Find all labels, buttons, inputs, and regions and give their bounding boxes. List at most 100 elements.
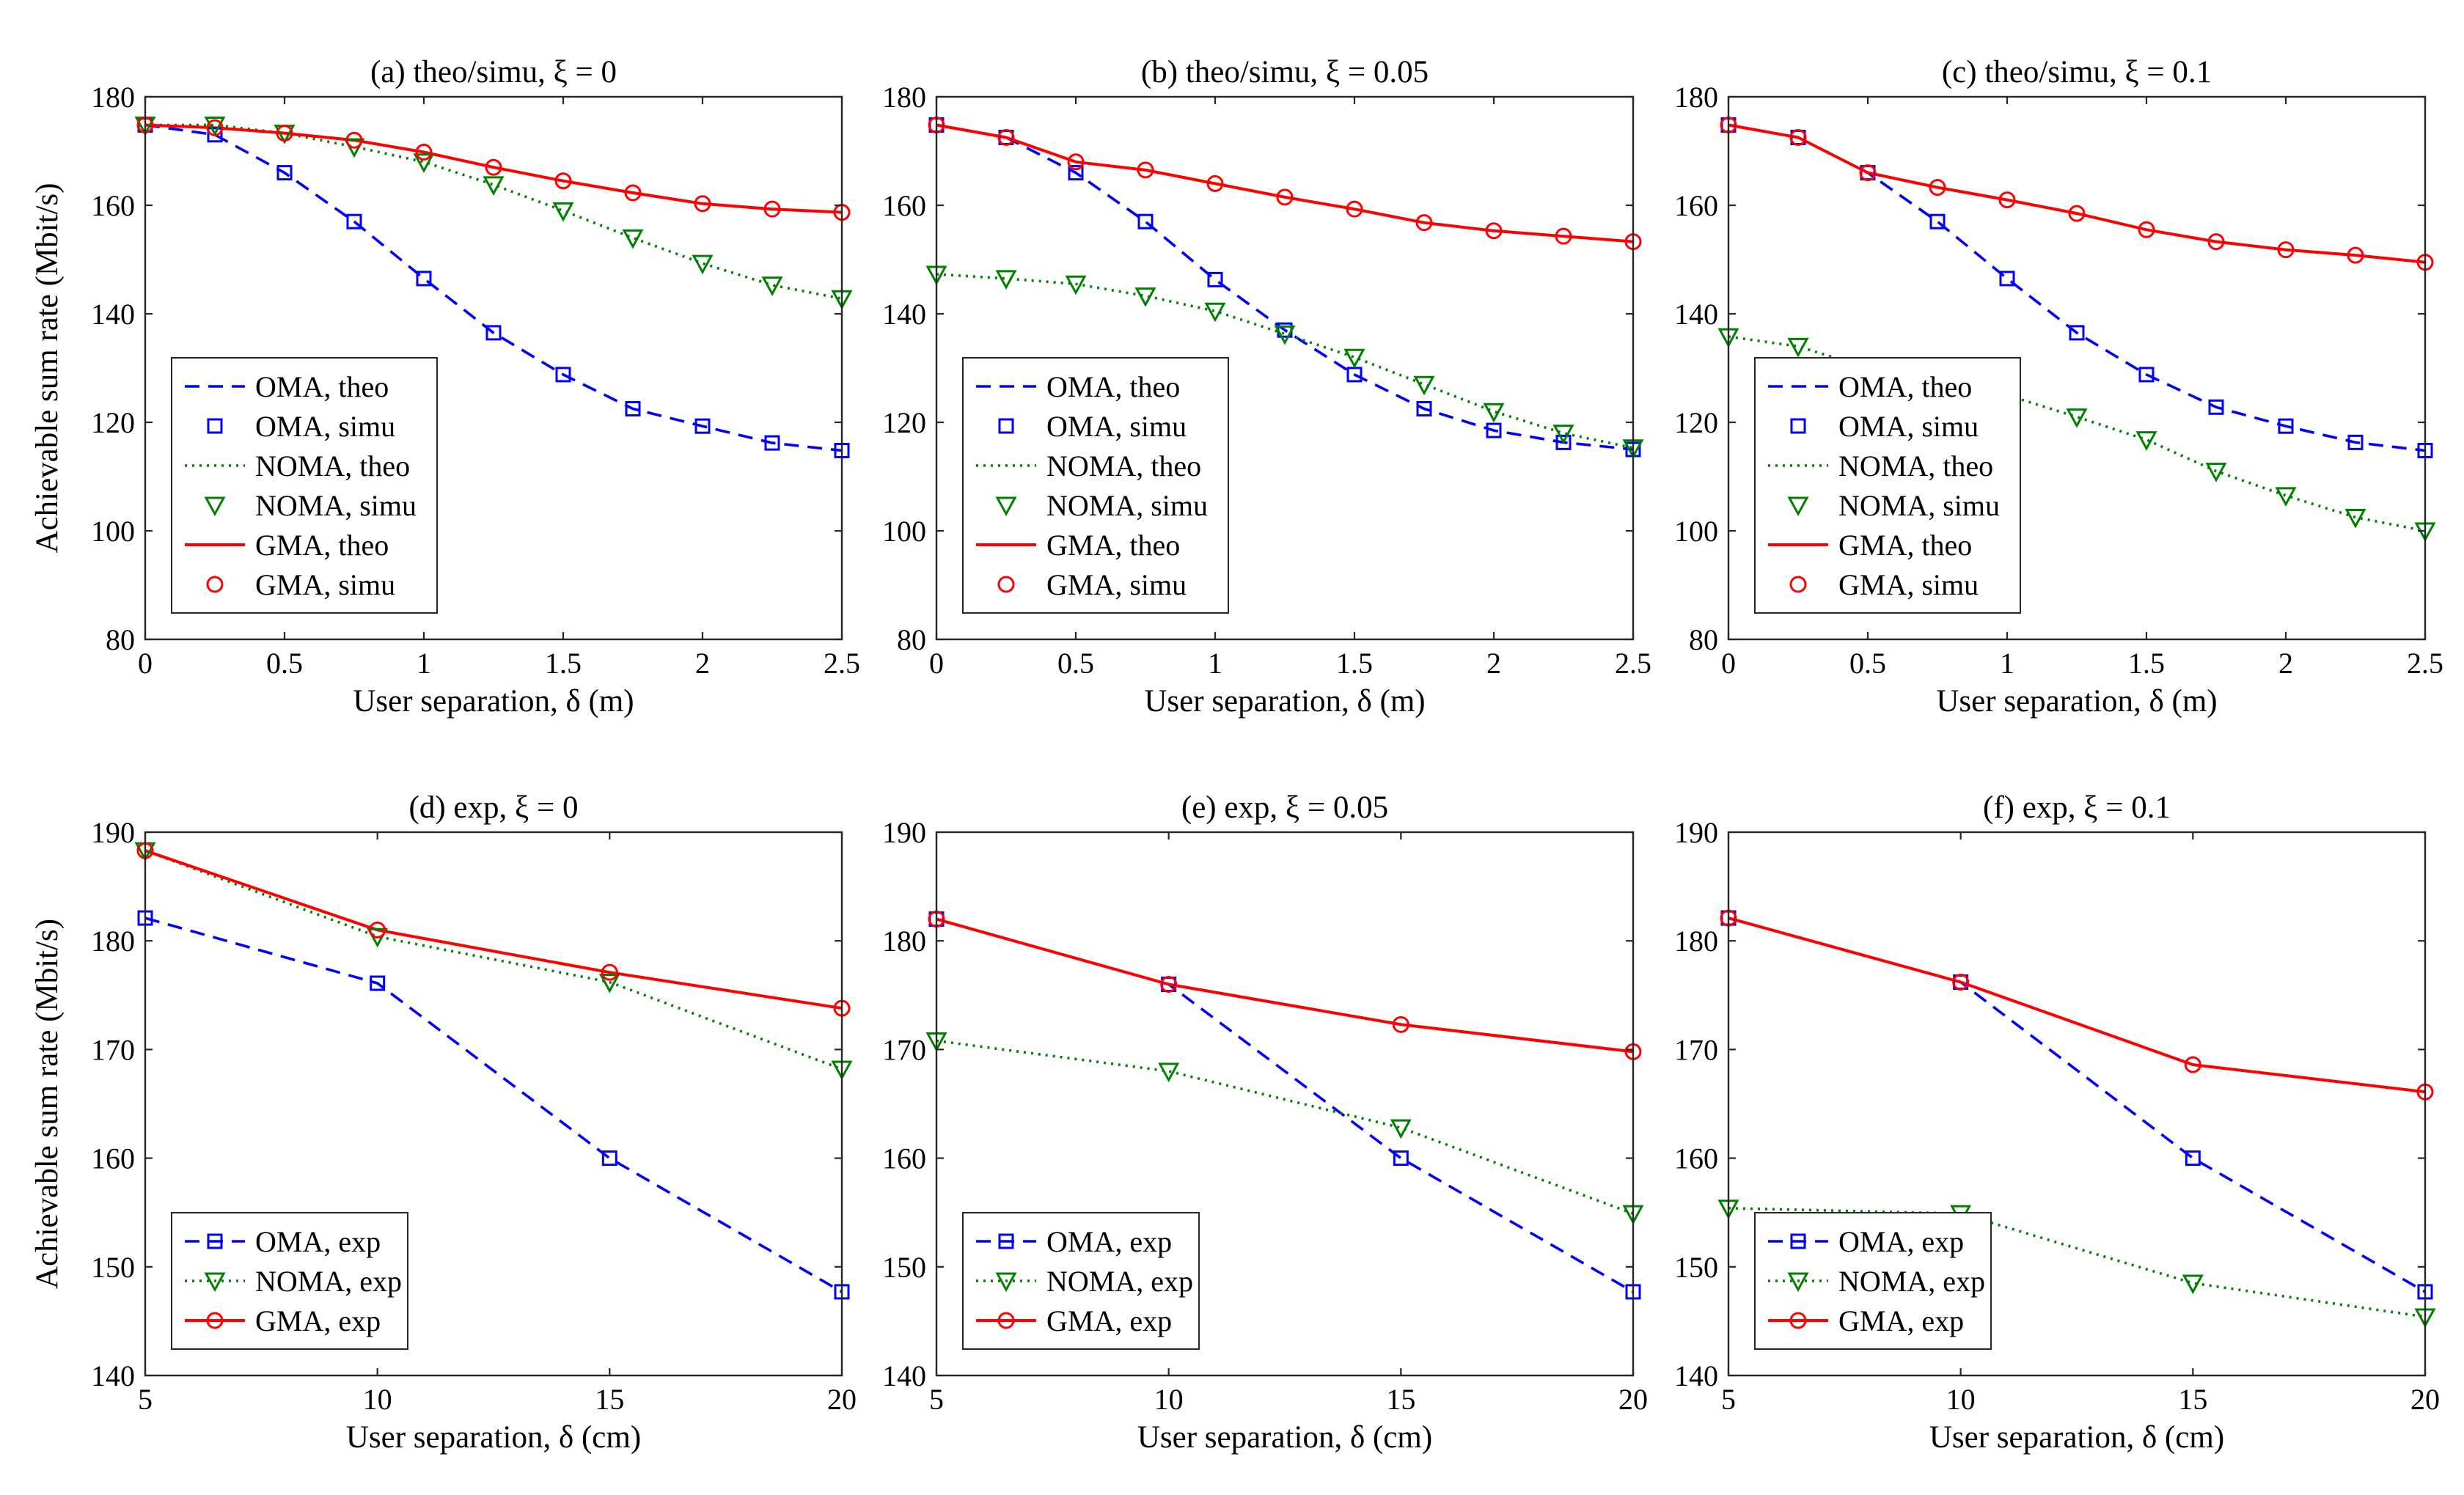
axes-frame bbox=[144, 831, 843, 1377]
data-point-noma bbox=[1158, 1062, 1180, 1083]
data-point-gma bbox=[2184, 1056, 2201, 1073]
y-tick-label: 180 bbox=[91, 925, 135, 958]
y-tick-label: 150 bbox=[91, 1251, 135, 1284]
x-tick-label: 20 bbox=[1618, 1383, 1648, 1416]
data-point-noma bbox=[343, 138, 365, 158]
panel-a: 0 0.5 1 1.5 2 2.5 80 100 120 140 160 180 (a) theo/si… bbox=[30, 55, 860, 719]
y-tick-label: 120 bbox=[1674, 406, 1718, 439]
x-tick-label: 5 bbox=[1721, 1383, 1736, 1416]
y-tick-label: 190 bbox=[882, 816, 926, 849]
data-point-gma bbox=[601, 963, 618, 981]
legend-entry-label: OMA, exp bbox=[255, 1225, 381, 1258]
data-point-oma bbox=[207, 127, 223, 143]
legend-entry-label: GMA, theo bbox=[1046, 529, 1180, 562]
legend: OMA, exp NOMA, exp GMA, exp bbox=[171, 1212, 408, 1350]
series-line-oma bbox=[144, 917, 843, 1293]
x-axis-label: User separation, δ (cm) bbox=[1137, 1420, 1432, 1455]
x-tick-label: 20 bbox=[827, 1383, 857, 1416]
panel-f: 5 10 15 20 140 150 160 170 180 190 (f) exp, ξ = 0.… bbox=[1674, 790, 2440, 1455]
legend-entry-label: OMA, exp bbox=[1838, 1225, 1964, 1258]
legend-entry-label: GMA, simu bbox=[1838, 568, 1979, 601]
legend-marker-gma bbox=[997, 576, 1015, 593]
y-tick-label: 140 bbox=[91, 298, 135, 331]
axes-frame bbox=[144, 95, 843, 641]
panel-b: 0 0.5 1 1.5 2 2.5 80 100 120 140 160 180 (b) theo/si… bbox=[882, 55, 1651, 719]
y-axis-label: Achievable sum rate (Mbit/s) bbox=[30, 919, 65, 1289]
y-tick-label: 180 bbox=[91, 81, 135, 114]
x-tick-label: 10 bbox=[363, 1383, 392, 1416]
data-point-noma bbox=[1787, 337, 1809, 358]
legend-marker-noma bbox=[204, 496, 226, 517]
legend-entry-label: OMA, exp bbox=[1046, 1225, 1172, 1258]
y-tick-label: 160 bbox=[1674, 189, 1718, 222]
legend: OMA, exp NOMA, exp GMA, exp bbox=[962, 1212, 1200, 1350]
data-point-gma bbox=[1859, 164, 1877, 182]
y-tick-label: 100 bbox=[91, 515, 135, 548]
axes-frame bbox=[935, 831, 1635, 1377]
data-point-noma bbox=[1552, 425, 1574, 444]
x-tick-label: 2.5 bbox=[2407, 647, 2443, 680]
data-point-gma bbox=[1160, 975, 1178, 993]
y-tick-label: 120 bbox=[882, 406, 926, 439]
data-point-oma bbox=[2138, 367, 2155, 383]
data-point-oma bbox=[370, 975, 386, 991]
data-point-gma bbox=[2138, 221, 2155, 238]
legend-marker-gma bbox=[1789, 1312, 1807, 1329]
data-point-noma bbox=[2205, 463, 2227, 482]
axes-frame bbox=[1727, 831, 2427, 1377]
x-axis-label: User separation, δ (m) bbox=[1936, 684, 2217, 719]
legend-entry-label: OMA, theo bbox=[255, 370, 389, 403]
x-tick-label: 0.5 bbox=[1057, 647, 1094, 680]
data-point-noma bbox=[692, 254, 714, 275]
data-point-gma bbox=[2207, 233, 2225, 251]
y-tick-label: 100 bbox=[1674, 515, 1718, 548]
legend-marker-noma bbox=[995, 496, 1017, 517]
y-tick-label: 140 bbox=[882, 1359, 926, 1392]
legend: OMA, theo OMA, simu NOMA, theo NOMA, simu GM… bbox=[171, 357, 438, 614]
y-tick-label: 170 bbox=[882, 1033, 926, 1066]
data-point-oma bbox=[625, 401, 641, 416]
y-tick-label: 100 bbox=[882, 515, 926, 548]
legend-box bbox=[171, 357, 438, 614]
data-point-gma bbox=[415, 143, 433, 161]
y-tick-label: 170 bbox=[91, 1033, 135, 1066]
y-tick-label: 80 bbox=[897, 623, 926, 656]
data-point-gma bbox=[1206, 175, 1224, 192]
legend-entry-label: NOMA, theo bbox=[255, 449, 410, 482]
data-point-noma bbox=[1483, 403, 1505, 423]
legend-marker-noma bbox=[204, 1272, 226, 1293]
chart-title: (f) exp, ξ = 0.1 bbox=[1983, 790, 2171, 825]
data-point-noma bbox=[2275, 487, 2297, 507]
legend-box bbox=[1754, 357, 2021, 614]
legend-entry-label: GMA, exp bbox=[255, 1304, 381, 1337]
y-tick-label: 140 bbox=[1674, 298, 1718, 331]
data-point-oma bbox=[2347, 434, 2364, 450]
data-point-oma bbox=[1393, 1150, 1409, 1167]
data-point-gma bbox=[2068, 205, 2086, 222]
data-point-noma bbox=[761, 276, 783, 296]
x-tick-label: 2.5 bbox=[824, 647, 860, 680]
y-tick-label: 180 bbox=[882, 81, 926, 114]
data-point-oma bbox=[276, 165, 293, 181]
series-line-oma bbox=[936, 123, 1634, 451]
x-tick-label: 1.5 bbox=[2128, 647, 2165, 680]
x-tick-label: 1.5 bbox=[545, 647, 582, 680]
y-tick-label: 160 bbox=[91, 1142, 135, 1175]
chart-title: (b) theo/simu, ξ = 0.05 bbox=[1141, 55, 1429, 89]
series-line-noma bbox=[936, 1039, 1634, 1215]
legend-marker-oma bbox=[207, 1233, 223, 1249]
data-point-noma bbox=[367, 928, 389, 948]
series-line-gma bbox=[936, 123, 1634, 243]
data-point-noma bbox=[2066, 408, 2088, 428]
x-tick-label: 0.5 bbox=[1849, 647, 1886, 680]
legend-marker-oma bbox=[1790, 418, 1806, 434]
legend: OMA, theo OMA, simu NOMA, theo NOMA, simu GM… bbox=[962, 357, 1229, 614]
x-tick-label: 2 bbox=[695, 647, 710, 680]
series-line-gma bbox=[144, 123, 843, 214]
x-tick-label: 5 bbox=[138, 1383, 153, 1416]
legend-entry-label: GMA, simu bbox=[1046, 568, 1187, 601]
data-point-oma bbox=[764, 435, 780, 451]
legend-entry-label: OMA, theo bbox=[1046, 370, 1180, 403]
y-tick-label: 120 bbox=[91, 406, 135, 439]
